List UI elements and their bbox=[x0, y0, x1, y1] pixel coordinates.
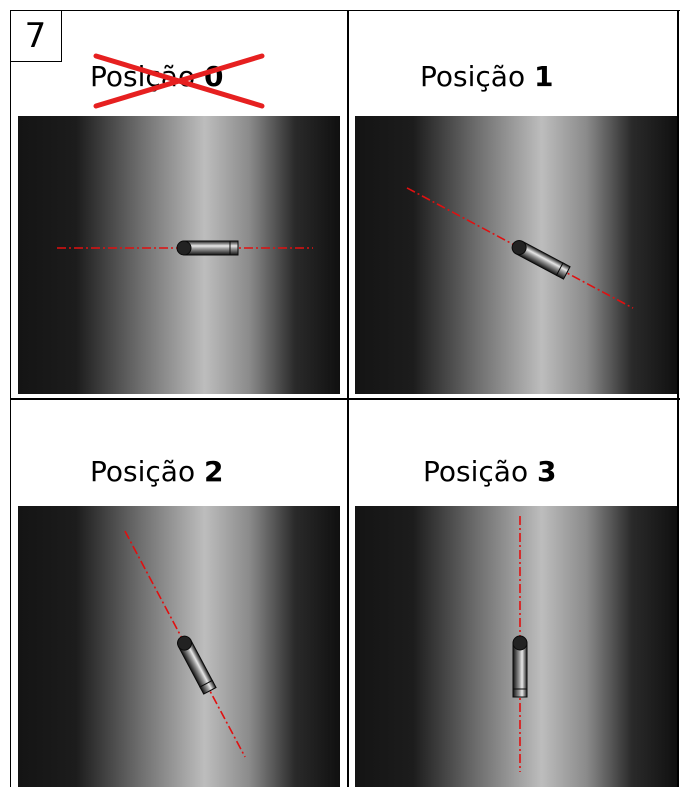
panel-label-number: 2 bbox=[203, 455, 224, 488]
panel-label-word: Posição bbox=[90, 455, 196, 488]
position-image-0 bbox=[18, 116, 340, 394]
cross-stroke-b bbox=[93, 53, 265, 109]
figure-number: 7 bbox=[10, 10, 62, 62]
panel-label-word: Posição bbox=[90, 60, 196, 93]
panel-label-number: 3 bbox=[536, 455, 557, 488]
crossed-out-icon bbox=[93, 53, 265, 109]
position-image-3 bbox=[355, 506, 677, 787]
panel-label-3: Posição 3 bbox=[423, 455, 556, 488]
panel-label-1: Posição 1 bbox=[420, 60, 553, 93]
pin-shape bbox=[512, 635, 528, 698]
panel-background bbox=[355, 116, 677, 394]
position-image-1 bbox=[355, 116, 677, 394]
pin-shape bbox=[177, 635, 217, 695]
pin-shape bbox=[511, 240, 571, 280]
panel-background bbox=[18, 116, 340, 394]
panel-label-word: Posição bbox=[423, 455, 529, 488]
pin-shape bbox=[176, 240, 239, 256]
panel-label-word: Posição bbox=[420, 60, 526, 93]
grid-divider-horizontal bbox=[10, 398, 680, 400]
panel-label-2: Posição 2 bbox=[90, 455, 223, 488]
panel-label-number: 1 bbox=[533, 60, 554, 93]
position-image-2 bbox=[18, 506, 340, 787]
